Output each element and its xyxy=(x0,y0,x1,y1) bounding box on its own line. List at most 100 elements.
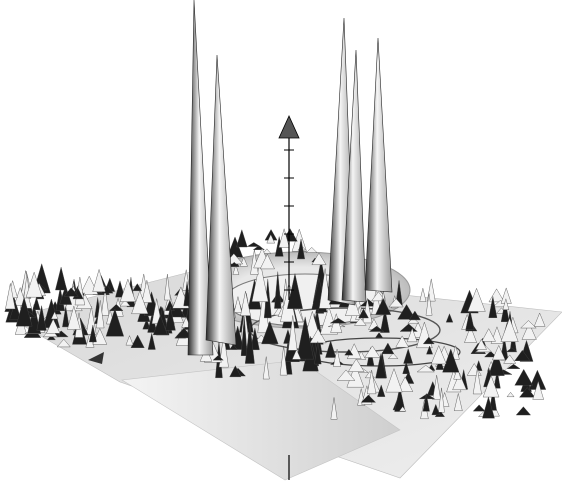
surface-spike xyxy=(46,318,61,334)
surface-spike xyxy=(296,316,314,360)
surface-spike xyxy=(520,320,537,329)
surface-spike xyxy=(438,387,445,413)
z-axis-ticks xyxy=(284,149,294,291)
surface-spike xyxy=(422,336,435,345)
surface-spike xyxy=(416,364,435,373)
surface-spike xyxy=(333,349,342,367)
surface-spike xyxy=(475,338,487,350)
surface-spike xyxy=(164,307,176,331)
surface-spike xyxy=(394,386,406,412)
surface-spike xyxy=(380,308,390,333)
surface-spike xyxy=(467,287,486,312)
surface-spike xyxy=(406,327,418,343)
surface-spike xyxy=(399,323,418,332)
surface-spike xyxy=(278,228,290,248)
surface-spike xyxy=(492,344,506,361)
surface-spike xyxy=(451,344,460,360)
surface-spike xyxy=(62,306,70,328)
surface-spike xyxy=(515,406,532,416)
surface-spike xyxy=(500,300,510,322)
surface-spike xyxy=(291,349,302,360)
surface-spike xyxy=(488,288,505,303)
z-axis xyxy=(278,115,300,480)
surface-spike xyxy=(521,322,537,340)
surface-spike xyxy=(50,311,59,320)
surface-spike xyxy=(344,348,354,356)
z-axis-arrow xyxy=(278,115,300,139)
surface-spike xyxy=(329,317,347,324)
surface-spike xyxy=(56,338,71,348)
surface-spike xyxy=(311,252,327,265)
peak-center-b xyxy=(341,49,367,303)
surface-spike xyxy=(488,296,498,318)
surface-spike xyxy=(482,374,500,398)
surface-spike xyxy=(141,280,153,303)
surface-spike xyxy=(330,397,338,420)
surface-spike xyxy=(514,368,533,386)
surface-spike xyxy=(142,318,151,330)
surface-spike xyxy=(274,271,282,309)
surface-spike xyxy=(452,372,467,390)
surface-spike xyxy=(297,238,305,260)
surface-spike xyxy=(465,309,475,330)
surface-spike xyxy=(251,261,269,302)
surface-spike xyxy=(105,308,124,337)
surface-spike xyxy=(229,344,238,350)
surface-spike xyxy=(305,247,318,253)
surface-spike xyxy=(119,299,131,307)
peak-left-tall xyxy=(187,0,214,356)
surface-spike xyxy=(55,267,68,291)
surface-spike xyxy=(46,334,56,341)
surface-spike xyxy=(426,345,433,355)
surface-spike xyxy=(261,320,279,345)
surface-spike xyxy=(262,248,272,254)
surface-spike xyxy=(152,314,168,336)
surface-spike xyxy=(430,345,447,365)
front-flat-region xyxy=(121,359,401,481)
surface-spike xyxy=(131,290,149,314)
surface-spike xyxy=(240,291,251,316)
surface-spike xyxy=(101,287,110,316)
surface-spike xyxy=(493,370,501,389)
surface-spike xyxy=(262,356,270,380)
surface-spike xyxy=(397,304,416,320)
surface-spike xyxy=(387,352,399,359)
surface-spike xyxy=(381,342,395,355)
surface-spike xyxy=(422,393,430,412)
surface-spike xyxy=(244,323,255,364)
surface-spike xyxy=(500,317,519,342)
surface-spike xyxy=(377,384,386,397)
surface-peaks xyxy=(187,0,393,356)
surface-spike xyxy=(259,253,275,270)
surface-spike xyxy=(442,348,460,373)
surface-spike xyxy=(481,328,496,342)
surface-spike xyxy=(488,351,505,376)
surface-spike xyxy=(353,317,367,326)
surface-spike xyxy=(431,403,441,416)
surface-spike xyxy=(502,298,510,310)
surface-spike xyxy=(374,332,384,339)
surface-spike xyxy=(279,345,288,376)
surface-spike xyxy=(92,268,106,292)
surface-spike xyxy=(32,296,41,310)
surface-spike xyxy=(119,278,136,302)
surface-spike xyxy=(147,333,156,350)
surface-spike xyxy=(388,298,404,308)
surface-spike xyxy=(358,308,369,319)
surface-spike xyxy=(505,347,518,353)
surface-spikes xyxy=(4,228,547,420)
surface-spike xyxy=(371,291,386,302)
surface-spike xyxy=(36,305,47,331)
surface-spike xyxy=(360,394,377,403)
surface-spike xyxy=(67,305,81,330)
surface-spike xyxy=(506,392,515,398)
surface-spike xyxy=(228,261,240,267)
surface-spike xyxy=(232,264,240,275)
surface-spike xyxy=(453,366,462,380)
surface-spike xyxy=(398,406,407,412)
surface-spike xyxy=(472,368,482,395)
surface-spike xyxy=(240,316,248,356)
surface-spike xyxy=(533,312,546,327)
surface-spike xyxy=(266,234,276,244)
